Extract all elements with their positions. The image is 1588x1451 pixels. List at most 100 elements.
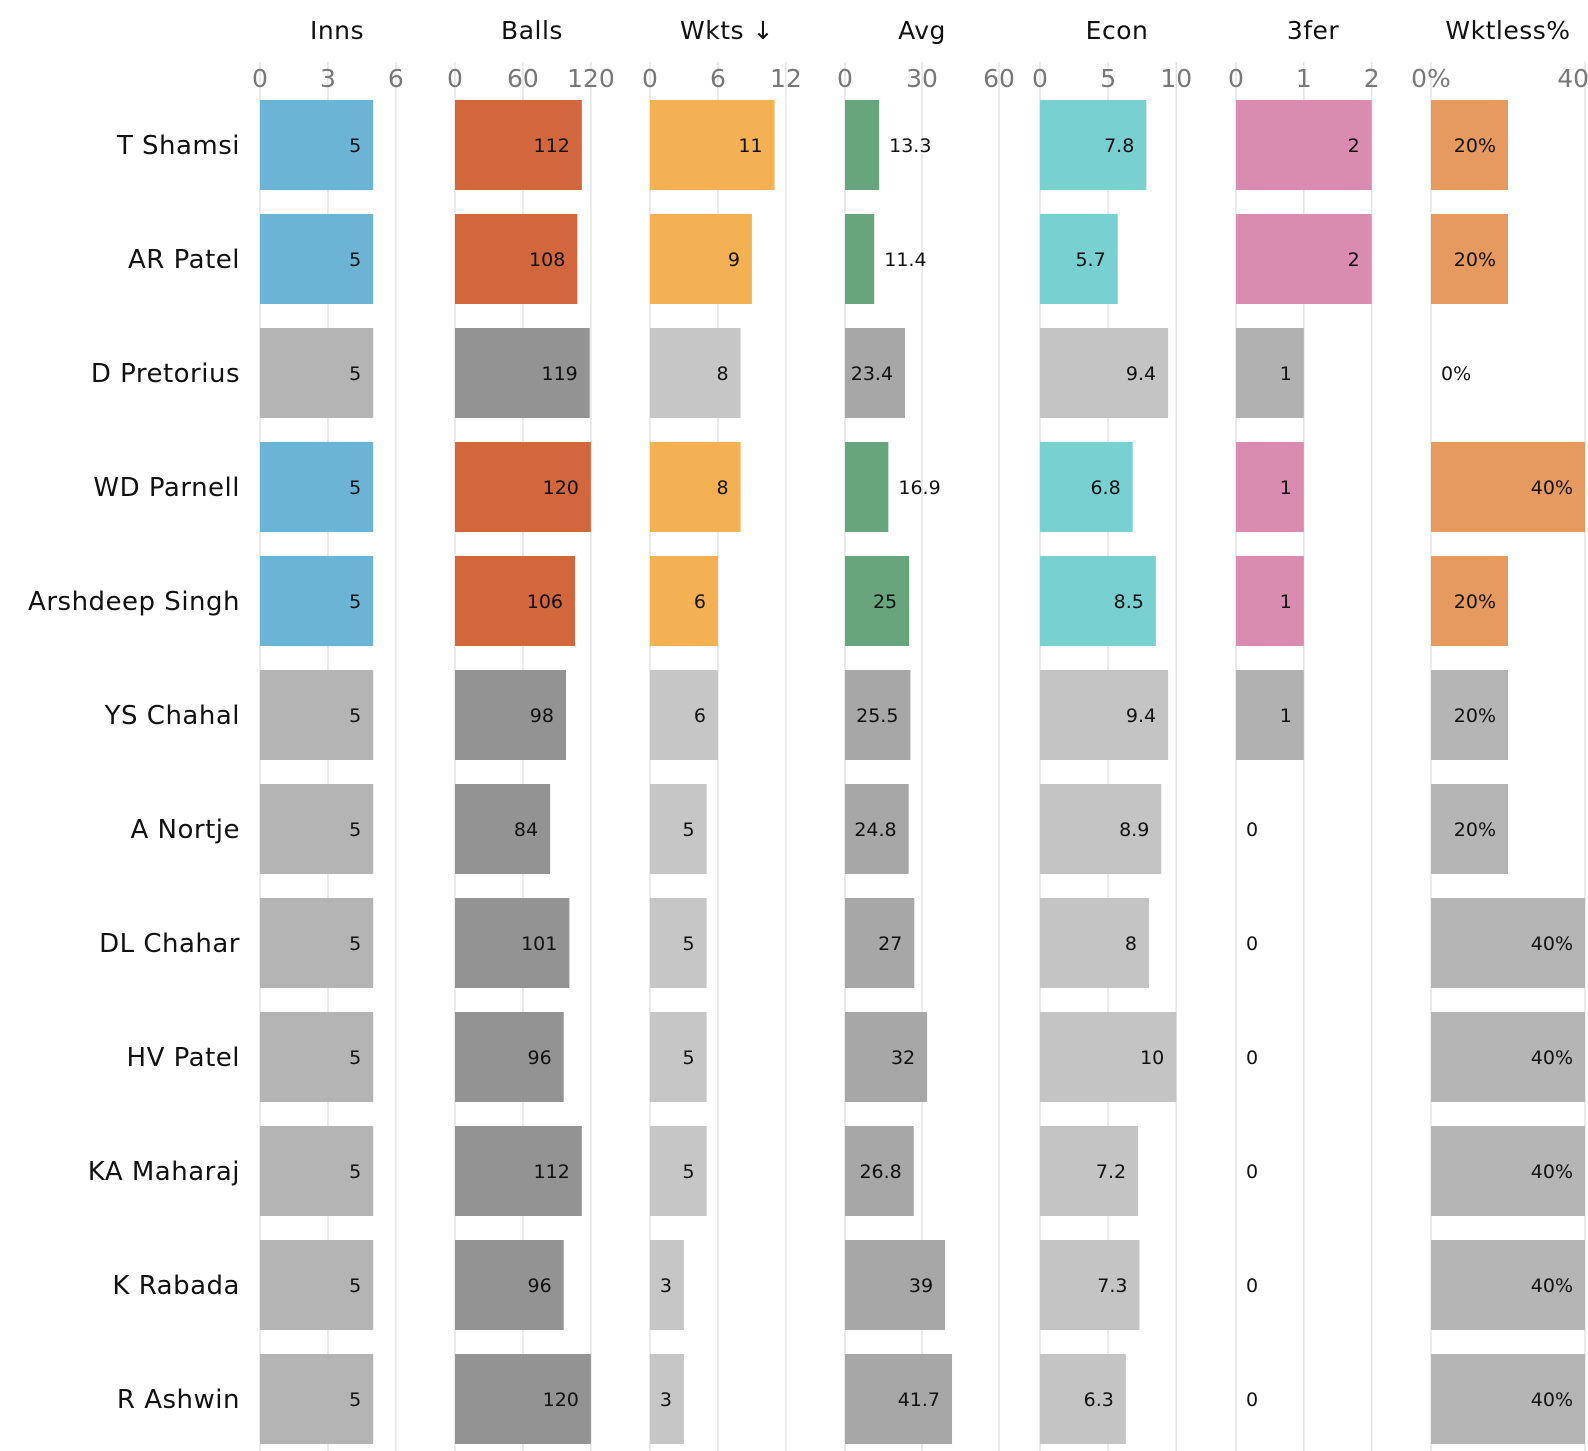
value-label-balls-t-shamsi: 112: [534, 135, 570, 157]
value-label-wkts-dl-chahar: 5: [683, 933, 695, 955]
value-label-inns-ys-chahal: 5: [349, 705, 361, 727]
bar-3fer-ys-chahal: [1236, 670, 1304, 760]
bar-balls-a-nortje: [455, 784, 551, 874]
bar-inns-wd-parnell: [260, 442, 374, 532]
bar-avg-k-rabada: [845, 1240, 946, 1330]
value-label-econ-k-rabada: 7.3: [1097, 1275, 1127, 1297]
bar-balls-hv-patel: [455, 1012, 564, 1102]
bar-wktless-wd-parnell: [1431, 442, 1585, 532]
value-label-wktless-wd-parnell: 40%: [1531, 477, 1573, 499]
bar-econ-dl-chahar: [1040, 898, 1150, 988]
value-label-avg-t-shamsi: 13.3: [889, 135, 931, 157]
bar-balls-wd-parnell: [455, 442, 591, 532]
value-label-econ-hv-patel: 10: [1140, 1047, 1164, 1069]
bar-wkts-a-nortje: [650, 784, 707, 874]
value-label-wkts-k-rabada: 3: [660, 1275, 672, 1297]
tick-label-avg-0: 0: [837, 64, 853, 93]
bar-avg-dl-chahar: [845, 898, 915, 988]
value-label-econ-arshdeep-singh: 8.5: [1114, 591, 1144, 613]
bar-wktless-ka-maharaj: [1431, 1126, 1585, 1216]
value-label-inns-ar-patel: 5: [349, 249, 361, 271]
bar-econ-arshdeep-singh: [1040, 556, 1156, 646]
tick-label-wkts-0: 0: [642, 64, 658, 93]
tick-label-inns-2: 6: [388, 64, 404, 93]
value-label-3fer-dl-chahar: 0: [1246, 933, 1258, 955]
value-label-inns-hv-patel: 5: [349, 1047, 361, 1069]
bar-econ-d-pretorius: [1040, 328, 1169, 418]
bar-wkts-r-ashwin: [650, 1354, 684, 1444]
bar-inns-ar-patel: [260, 214, 374, 304]
value-label-econ-dl-chahar: 8: [1125, 933, 1137, 955]
bar-balls-dl-chahar: [455, 898, 570, 988]
row-label-d-pretorius: D Pretorius: [91, 359, 240, 389]
bar-econ-ar-patel: [1040, 214, 1118, 304]
value-label-econ-r-ashwin: 6.3: [1084, 1389, 1114, 1411]
bar-inns-dl-chahar: [260, 898, 374, 988]
bar-wktless-k-rabada: [1431, 1240, 1585, 1330]
bar-wkts-ys-chahal: [650, 670, 718, 760]
value-label-3fer-t-shamsi: 2: [1348, 135, 1360, 157]
bar-balls-k-rabada: [455, 1240, 564, 1330]
bar-avg-t-shamsi: [845, 100, 880, 190]
value-label-3fer-d-pretorius: 1: [1280, 363, 1292, 385]
value-label-avg-wd-parnell: 16.9: [898, 477, 940, 499]
value-label-wktless-dl-chahar: 40%: [1531, 933, 1573, 955]
column-title-wkts: Wkts ↓: [680, 16, 774, 45]
value-label-econ-ka-maharaj: 7.2: [1096, 1161, 1126, 1183]
value-label-wktless-a-nortje: 20%: [1454, 819, 1496, 841]
value-label-wkts-ka-maharaj: 5: [683, 1161, 695, 1183]
bar-wkts-wd-parnell: [650, 442, 741, 532]
row-label-hv-patel: HV Patel: [127, 1043, 240, 1073]
value-label-inns-dl-chahar: 5: [349, 933, 361, 955]
value-label-econ-d-pretorius: 9.4: [1126, 363, 1156, 385]
value-label-wkts-a-nortje: 5: [683, 819, 695, 841]
value-label-inns-arshdeep-singh: 5: [349, 591, 361, 613]
column-title-3fer: 3fer: [1287, 16, 1340, 45]
bar-avg-ka-maharaj: [845, 1126, 914, 1216]
bar-3fer-wd-parnell: [1236, 442, 1304, 532]
value-label-avg-d-pretorius: 23.4: [851, 363, 893, 385]
value-label-avg-r-ashwin: 41.7: [898, 1389, 940, 1411]
value-label-inns-wd-parnell: 5: [349, 477, 361, 499]
value-label-balls-ka-maharaj: 112: [534, 1161, 570, 1183]
value-label-econ-ys-chahal: 9.4: [1126, 705, 1156, 727]
tick-label-3fer-2: 2: [1364, 64, 1380, 93]
value-label-wkts-r-ashwin: 3: [660, 1389, 672, 1411]
value-label-inns-d-pretorius: 5: [349, 363, 361, 385]
bar-3fer-d-pretorius: [1236, 328, 1304, 418]
value-label-balls-r-ashwin: 120: [543, 1389, 579, 1411]
row-label-dl-chahar: DL Chahar: [99, 929, 240, 959]
bar-balls-ar-patel: [455, 214, 578, 304]
value-label-wkts-ar-patel: 9: [728, 249, 740, 271]
tick-label-3fer-0: 0: [1228, 64, 1244, 93]
tick-label-wktless-1: 40%: [1557, 64, 1588, 93]
value-label-3fer-wd-parnell: 1: [1280, 477, 1292, 499]
bar-wktless-ar-patel: [1431, 214, 1508, 304]
value-label-avg-ka-maharaj: 26.8: [859, 1161, 901, 1183]
value-label-wktless-t-shamsi: 20%: [1454, 135, 1496, 157]
bar-inns-t-shamsi: [260, 100, 374, 190]
value-label-wkts-arshdeep-singh: 6: [694, 591, 706, 613]
value-label-balls-d-pretorius: 119: [541, 363, 577, 385]
row-label-t-shamsi: T Shamsi: [116, 131, 240, 161]
tick-label-wkts-2: 12: [770, 64, 802, 93]
value-label-3fer-arshdeep-singh: 1: [1280, 591, 1292, 613]
tick-label-inns-0: 0: [252, 64, 268, 93]
value-label-econ-ar-patel: 5.7: [1075, 249, 1105, 271]
value-label-avg-a-nortje: 24.8: [854, 819, 896, 841]
bar-econ-wd-parnell: [1040, 442, 1133, 532]
bar-wkts-d-pretorius: [650, 328, 741, 418]
value-label-avg-ys-chahal: 25.5: [856, 705, 898, 727]
bar-wktless-arshdeep-singh: [1431, 556, 1508, 646]
value-label-wktless-ys-chahal: 20%: [1454, 705, 1496, 727]
bar-econ-ys-chahal: [1040, 670, 1169, 760]
row-label-ys-chahal: YS Chahal: [104, 701, 240, 731]
value-label-inns-a-nortje: 5: [349, 819, 361, 841]
tick-label-balls-1: 60: [507, 64, 539, 93]
value-label-avg-dl-chahar: 27: [878, 933, 902, 955]
row-label-k-rabada: K Rabada: [112, 1271, 240, 1301]
value-label-balls-arshdeep-singh: 106: [527, 591, 563, 613]
bar-3fer-arshdeep-singh: [1236, 556, 1304, 646]
bar-inns-arshdeep-singh: [260, 556, 374, 646]
